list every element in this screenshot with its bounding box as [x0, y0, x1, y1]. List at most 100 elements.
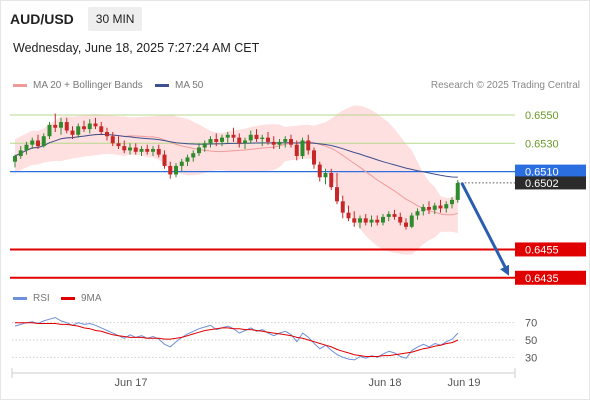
rsi-swatch: [13, 297, 27, 300]
moving-averages: [14, 133, 458, 216]
candle-body: [427, 206, 431, 210]
candle-body: [225, 134, 230, 138]
candle-body: [202, 143, 207, 148]
last-price-label: 0.6502: [525, 178, 559, 190]
candle-body: [99, 126, 104, 132]
legend-ma20-label: MA 20 + Bollinger Bands: [33, 80, 143, 91]
timeframe-badge[interactable]: 30 MIN: [87, 7, 143, 31]
candle-body: [421, 206, 426, 212]
candle-body: [231, 134, 236, 138]
pivot-label: 0.6510: [525, 167, 559, 179]
candle-body: [432, 205, 437, 210]
candle-body: [444, 204, 449, 209]
header-bar: AUD/USD 30 MIN: [4, 6, 143, 32]
forecast-arrow: [460, 182, 510, 276]
candle-body: [283, 139, 288, 142]
candle-body: [87, 123, 92, 130]
candle-body: [18, 150, 23, 157]
candle-body: [41, 136, 46, 147]
candle-body: [415, 211, 420, 216]
x-tick-label: Jun 17: [114, 377, 147, 389]
candle-body: [312, 150, 316, 165]
ma9-swatch: [61, 297, 75, 300]
candle-body: [381, 216, 385, 223]
candle-body: [363, 218, 368, 223]
candle-body: [214, 139, 219, 142]
legend-rsi: RSI: [13, 293, 50, 304]
candle-body: [145, 148, 150, 152]
candle-body: [438, 205, 443, 209]
research-credit: Research © 2025 Trading Central: [430, 80, 580, 91]
candle-body: [59, 122, 63, 128]
ma50-swatch: [155, 84, 169, 87]
bollinger-area: [15, 105, 458, 255]
candle-body: [335, 187, 339, 202]
candle-body: [266, 137, 270, 142]
legend-ma20: MA 20 + Bollinger Bands: [13, 80, 143, 91]
candle-body: [162, 154, 167, 166]
candle-body: [122, 146, 127, 151]
candle-body: [306, 140, 311, 151]
candle-body: [174, 165, 178, 175]
candle-body: [398, 216, 403, 223]
x-tick-label: Jun 18: [368, 377, 401, 389]
candle-body: [93, 123, 98, 127]
candle-body: [64, 122, 69, 131]
resistance-label: 0.6550: [525, 110, 559, 122]
candle-body: [340, 201, 345, 213]
candle-body: [139, 148, 144, 152]
candle-body: [24, 144, 29, 151]
candle-body: [133, 147, 138, 152]
candle-body: [289, 139, 293, 145]
candle-body: [179, 161, 184, 166]
forecast-arrow-head: [500, 264, 510, 276]
candle-body: [30, 140, 35, 145]
rsi-tick-label: 30: [525, 352, 537, 364]
support-tag: [515, 270, 586, 285]
candle-body: [300, 140, 305, 157]
candle-body: [76, 126, 81, 135]
rsi-line: [14, 316, 459, 361]
candle-body: [346, 212, 351, 219]
candle-body: [352, 218, 357, 223]
candle-body: [243, 140, 247, 144]
pivot-tag: [515, 164, 586, 179]
candle-body: [53, 124, 58, 128]
candle-body: [82, 126, 86, 130]
candle-body: [105, 131, 109, 137]
bollinger-bands: [15, 105, 458, 255]
candle-body: [128, 147, 132, 151]
candle-body: [392, 214, 397, 217]
ma50-line: [14, 133, 458, 178]
last-price-tag: [515, 176, 586, 190]
candle-body: [208, 139, 213, 144]
rsi-tick-label: 50: [525, 335, 537, 347]
support-label: 0.6435: [525, 273, 559, 285]
candle-body: [151, 148, 155, 152]
candle-body: [455, 182, 460, 200]
candle-body: [185, 157, 190, 162]
candle-body: [254, 134, 259, 140]
candle-body: [110, 136, 115, 144]
candle-body: [47, 124, 52, 137]
support-tag: [515, 242, 586, 257]
candle-body: [260, 137, 265, 140]
candle-body: [220, 137, 224, 142]
forecast-arrow-shaft: [460, 182, 508, 270]
symbol-label: AUD/USD: [10, 11, 74, 27]
legend-ma50-label: MA 50: [175, 80, 204, 91]
candle-body: [329, 173, 334, 188]
candle-body: [317, 164, 322, 178]
candle-body: [386, 214, 391, 217]
candle-body: [409, 215, 414, 227]
candle-body: [197, 147, 201, 154]
rsi-ma-line: [15, 322, 459, 357]
candle-body: [323, 173, 328, 178]
legend-9ma-label: 9MA: [81, 293, 102, 304]
candle-body: [450, 199, 454, 205]
candle-body: [271, 141, 276, 145]
candlesticks: [13, 113, 460, 230]
x-axis: Jun 17 Jun 18 Jun 19: [11, 368, 516, 389]
